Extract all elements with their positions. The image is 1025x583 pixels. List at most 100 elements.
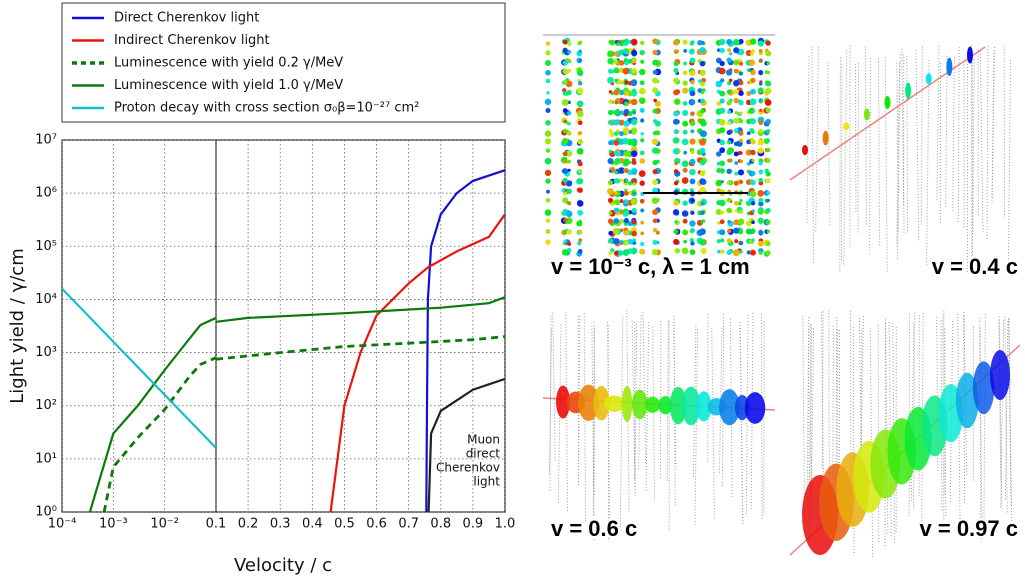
string — [979, 51, 984, 234]
hit — [758, 177, 763, 183]
hit — [699, 178, 706, 185]
hit — [631, 49, 638, 57]
hit — [614, 51, 619, 57]
hit — [565, 210, 573, 218]
string — [986, 45, 989, 241]
hit — [905, 82, 912, 99]
string — [549, 315, 552, 492]
hit — [717, 249, 721, 254]
hit — [719, 229, 726, 236]
hit — [576, 147, 584, 155]
hit — [608, 149, 613, 154]
hit — [719, 60, 725, 67]
hit — [613, 160, 619, 166]
hit — [751, 238, 755, 242]
hit — [673, 89, 679, 96]
hit — [757, 190, 765, 197]
string — [802, 315, 806, 521]
hit — [750, 61, 756, 66]
legend-label: Direct Cherenkov light — [114, 11, 259, 26]
hit — [757, 87, 764, 94]
hit — [630, 98, 638, 106]
string — [1004, 321, 1009, 501]
string — [884, 57, 888, 273]
hit — [672, 118, 680, 125]
hit — [578, 58, 582, 63]
hit — [577, 87, 584, 94]
hit — [631, 79, 638, 86]
hit — [624, 179, 629, 183]
hit — [577, 210, 584, 216]
hit — [614, 40, 618, 44]
hit — [733, 117, 740, 124]
string — [897, 54, 901, 261]
hit — [733, 68, 739, 74]
hit — [566, 89, 572, 96]
hit — [578, 81, 583, 86]
hit — [631, 58, 637, 64]
hit — [638, 97, 646, 104]
hit — [673, 67, 679, 73]
hit — [544, 138, 552, 145]
hit — [631, 207, 637, 213]
hit — [566, 188, 572, 195]
hit — [545, 148, 551, 153]
hit — [699, 239, 706, 246]
x-tick-label: 1.0 — [495, 517, 516, 532]
hit — [765, 250, 771, 256]
hit — [727, 109, 732, 115]
series-line — [216, 335, 505, 361]
hit — [607, 180, 613, 186]
hit — [758, 98, 763, 103]
hit — [765, 107, 771, 113]
hit — [632, 248, 636, 252]
hit — [700, 201, 705, 206]
hit — [562, 39, 568, 45]
hit — [690, 80, 695, 85]
hit — [701, 77, 707, 83]
panel-label: v = 0.4 c — [932, 254, 1018, 279]
hit — [733, 151, 739, 157]
hit — [577, 70, 584, 77]
hit — [624, 191, 629, 196]
string — [626, 310, 630, 513]
hit — [689, 168, 696, 176]
hit — [716, 151, 722, 157]
hit — [689, 158, 696, 165]
hit — [750, 179, 756, 186]
hit — [682, 200, 688, 206]
hit — [546, 91, 550, 95]
hit — [699, 139, 706, 146]
hit — [758, 161, 763, 166]
hit — [682, 109, 689, 117]
string — [943, 310, 946, 495]
hit — [576, 100, 584, 108]
y-tick-label: 10⁴ — [35, 292, 57, 307]
hit — [689, 120, 696, 127]
hit — [631, 68, 637, 74]
hit — [699, 69, 706, 76]
hit — [563, 229, 567, 234]
hit — [651, 138, 659, 145]
hit — [544, 157, 552, 165]
string — [745, 315, 749, 517]
hit — [640, 208, 645, 213]
string — [673, 315, 676, 508]
hit — [673, 200, 679, 206]
hit — [623, 217, 630, 224]
series-line — [62, 287, 216, 449]
string — [877, 58, 881, 246]
string — [642, 312, 647, 465]
y-tick-label: 10¹ — [35, 451, 57, 466]
hit — [567, 168, 571, 172]
hit — [733, 219, 740, 226]
string — [548, 329, 552, 476]
hit — [609, 131, 616, 137]
hit — [624, 241, 629, 246]
hit — [681, 188, 689, 196]
hit — [719, 38, 726, 46]
hit — [681, 177, 689, 184]
hit — [739, 138, 743, 143]
hit — [726, 149, 732, 156]
string — [892, 323, 896, 544]
